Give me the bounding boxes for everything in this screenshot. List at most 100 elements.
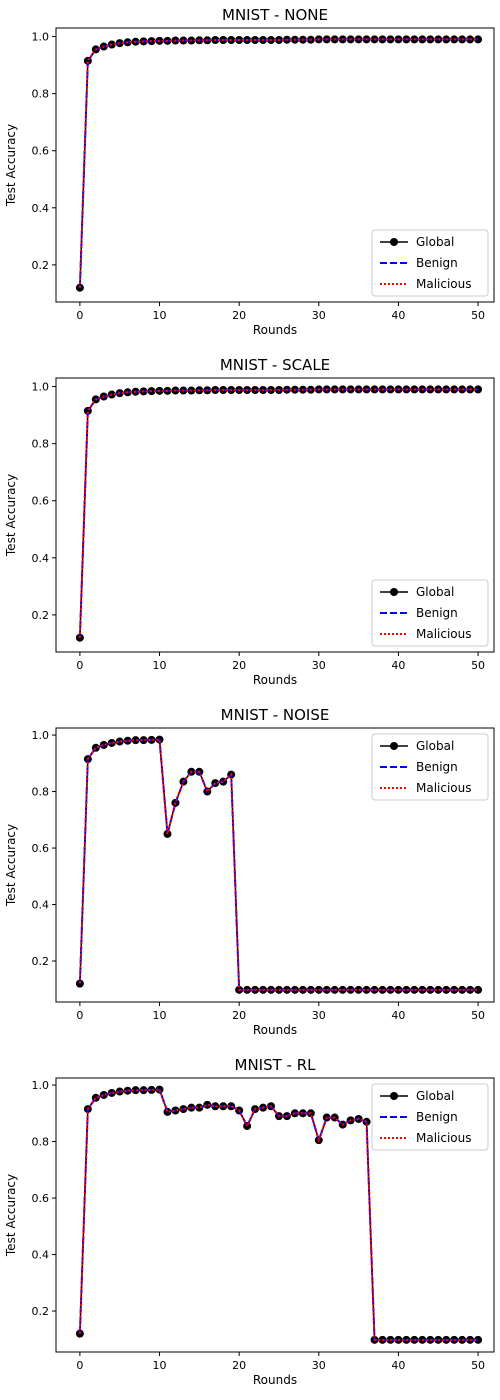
data-point xyxy=(139,736,148,745)
y-tick-label: 0.4 xyxy=(32,1249,50,1262)
data-point xyxy=(474,1335,483,1344)
y-tick-label: 0.2 xyxy=(32,1305,50,1318)
legend: Global Benign Malicious xyxy=(371,579,489,647)
x-tick-label: 10 xyxy=(153,1009,167,1022)
y-tick-label: 0.4 xyxy=(32,899,50,912)
chart-panel-2: MNIST - NOISE 0 10 20 30 40 50 0.2 0.4 0.6 0.8 1.0 R… xyxy=(4,706,495,1037)
legend-label: Benign xyxy=(416,1110,458,1124)
legend-box xyxy=(371,733,489,801)
chart-title: MNIST - RL xyxy=(235,1056,317,1074)
y-tick-label: 0.2 xyxy=(32,955,50,968)
data-point xyxy=(243,1122,252,1131)
x-tick-label: 40 xyxy=(391,1359,405,1372)
y-tick-label: 1.0 xyxy=(32,31,50,44)
data-point xyxy=(474,35,483,44)
x-tick-label: 10 xyxy=(153,1359,167,1372)
y-tick-label: 0.8 xyxy=(32,1136,50,1149)
x-tick-label: 40 xyxy=(391,1009,405,1022)
data-point xyxy=(322,985,331,994)
y-tick-label: 0.4 xyxy=(32,202,50,215)
legend-label: Benign xyxy=(416,606,458,620)
x-tick-label: 30 xyxy=(312,1359,326,1372)
x-tick-label: 20 xyxy=(232,309,246,322)
legend-label: Benign xyxy=(416,760,458,774)
legend-marker xyxy=(390,742,398,750)
data-point xyxy=(354,985,363,994)
chart-title: MNIST - NOISE xyxy=(221,706,330,724)
plot-frame xyxy=(55,1077,495,1353)
chart-panel-0: MNIST - NONE 0 10 20 30 40 50 0.2 0.4 0.6 0.8 1.0 Ro… xyxy=(4,6,495,337)
y-tick-label: 0.4 xyxy=(32,552,50,565)
data-point xyxy=(474,985,483,994)
y-tick-label: 1.0 xyxy=(32,729,50,742)
series-line-malicious xyxy=(78,38,479,288)
x-tick-label: 20 xyxy=(232,1009,246,1022)
x-tick-label: 50 xyxy=(471,1359,485,1372)
x-tick-label: 30 xyxy=(312,1009,326,1022)
x-tick-label: 50 xyxy=(471,1009,485,1022)
legend-label: Malicious xyxy=(416,277,472,291)
plot-frame xyxy=(55,377,495,653)
y-tick-label: 0.2 xyxy=(32,259,50,272)
y-tick-label: 0.8 xyxy=(32,438,50,451)
y-axis-label: Test Accuracy xyxy=(4,1174,18,1257)
data-point xyxy=(131,1086,140,1095)
legend: Global Benign Malicious xyxy=(371,1083,489,1151)
data-point xyxy=(434,985,443,994)
legend-label: Global xyxy=(416,739,454,753)
x-tick-label: 10 xyxy=(153,659,167,672)
data-point xyxy=(195,1103,204,1112)
data-point xyxy=(131,736,140,745)
x-tick-label: 20 xyxy=(232,659,246,672)
data-point xyxy=(139,1086,148,1095)
data-point xyxy=(458,1335,467,1344)
legend-label: Benign xyxy=(416,256,458,270)
x-tick-label: 0 xyxy=(76,659,83,672)
y-tick-label: 0.6 xyxy=(32,495,50,508)
legend-box xyxy=(371,229,489,297)
y-tick-label: 0.6 xyxy=(32,1192,50,1205)
x-axis-label: Rounds xyxy=(253,1373,297,1387)
x-tick-label: 40 xyxy=(391,659,405,672)
legend-marker xyxy=(390,238,398,246)
y-tick-label: 1.0 xyxy=(32,381,50,394)
x-tick-label: 20 xyxy=(232,1359,246,1372)
y-tick-label: 0.2 xyxy=(32,609,50,622)
legend-label: Malicious xyxy=(416,1131,472,1145)
y-axis-label: Test Accuracy xyxy=(4,824,18,907)
x-axis-label: Rounds xyxy=(253,673,297,687)
x-tick-label: 50 xyxy=(471,659,485,672)
plot-frame xyxy=(55,727,495,1003)
x-tick-label: 50 xyxy=(471,309,485,322)
legend-label: Malicious xyxy=(416,627,472,641)
legend-label: Global xyxy=(416,235,454,249)
data-point xyxy=(474,385,483,394)
chart-title: MNIST - NONE xyxy=(222,6,328,24)
x-tick-label: 30 xyxy=(312,659,326,672)
legend-label: Global xyxy=(416,1089,454,1103)
data-point xyxy=(314,985,323,994)
x-tick-label: 0 xyxy=(76,1359,83,1372)
x-axis-label: Rounds xyxy=(253,1023,297,1037)
y-tick-label: 0.8 xyxy=(32,786,50,799)
plot-frame xyxy=(55,27,495,303)
x-axis-label: Rounds xyxy=(253,323,297,337)
y-tick-label: 0.8 xyxy=(32,88,50,101)
data-point xyxy=(402,985,411,994)
y-tick-label: 0.6 xyxy=(32,842,50,855)
data-point xyxy=(466,1335,475,1344)
series-line-malicious xyxy=(78,738,479,991)
y-axis-label: Test Accuracy xyxy=(4,474,18,557)
legend: Global Benign Malicious xyxy=(371,733,489,801)
x-tick-label: 0 xyxy=(76,309,83,322)
legend: Global Benign Malicious xyxy=(371,229,489,297)
data-point xyxy=(203,1100,212,1109)
y-axis-label: Test Accuracy xyxy=(4,124,18,207)
legend-marker xyxy=(390,1092,398,1100)
data-point xyxy=(442,985,451,994)
legend-marker xyxy=(390,588,398,596)
x-tick-label: 40 xyxy=(391,309,405,322)
x-tick-label: 0 xyxy=(76,1009,83,1022)
chart-title: MNIST - SCALE xyxy=(220,356,330,374)
legend-box xyxy=(371,579,489,647)
